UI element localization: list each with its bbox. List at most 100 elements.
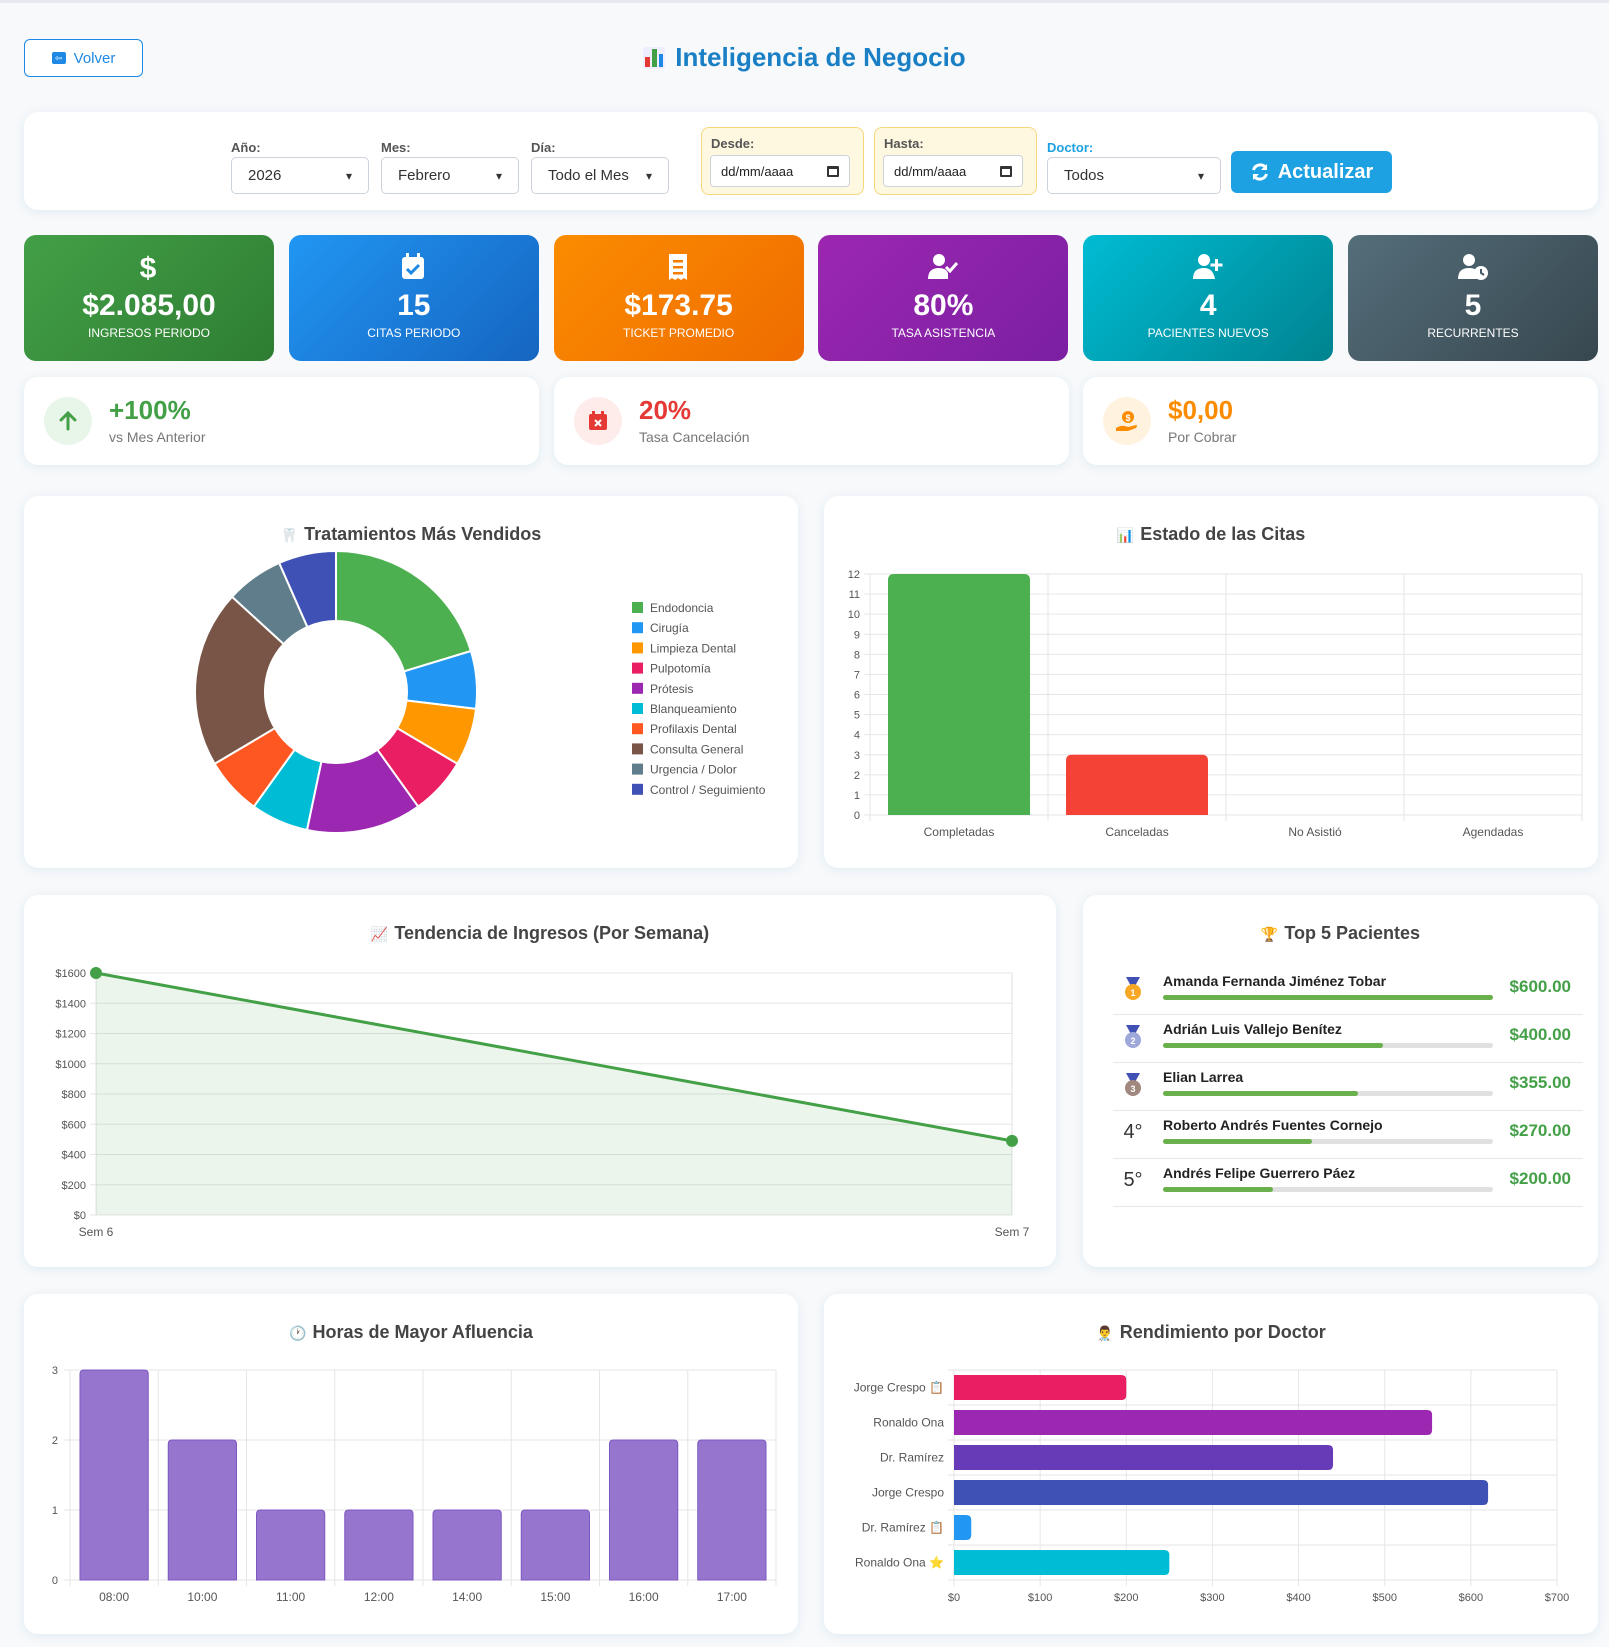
hour-bar[interactable] [79, 1369, 149, 1581]
back-button[interactable]: ⇦ Volver [24, 39, 143, 77]
legend-label[interactable]: Cirugía [650, 621, 689, 635]
trend-point[interactable] [90, 967, 102, 979]
doctor-bar[interactable] [954, 1480, 1489, 1505]
top-patient-row[interactable]: 3 Elian Larrea $355.00 [1113, 1063, 1583, 1111]
calendar-icon[interactable] [827, 165, 839, 177]
legend-swatch[interactable] [632, 662, 643, 674]
legend-swatch[interactable] [632, 622, 643, 634]
legend-label[interactable]: Urgencia / Dolor [650, 763, 737, 777]
patient-name: Roberto Andrés Fuentes Cornejo [1163, 1117, 1383, 1133]
donut-slice[interactable] [194, 595, 286, 766]
legend-swatch[interactable] [632, 682, 643, 694]
y-tick-label: 11 [849, 589, 860, 601]
top-patient-row[interactable]: 5° Andrés Felipe Guerrero Páez $200.00 [1113, 1159, 1583, 1207]
status-bar[interactable] [1066, 754, 1208, 815]
doctor-bar[interactable] [954, 1515, 972, 1540]
day-value: Todo el Mes [548, 167, 629, 184]
y-tick-label: Ronaldo Ona ⭐ [855, 1556, 944, 1570]
legend-swatch[interactable] [632, 642, 643, 654]
hour-bar[interactable] [167, 1439, 237, 1581]
legend-label[interactable]: Control / Seguimiento [650, 783, 766, 797]
stat-card-growth: +100% vs Mes Anterior [24, 377, 539, 465]
doctor-value: Todos [1064, 167, 1105, 184]
from-date-input[interactable]: dd/mm/aaaa [710, 155, 850, 187]
doctors-bar-chart: $0 $100 $200 $300 $400 $500 $600 $700 Jorge Cres… [854, 1369, 1569, 1604]
top-patients-title-wrap: 🏆 Top 5 Pacientes [1083, 923, 1598, 944]
clock-icon: 🕐 [289, 1325, 307, 1341]
trend-point[interactable] [1006, 1134, 1018, 1147]
legend-swatch[interactable] [632, 763, 643, 775]
month-select[interactable]: Febrero ▾ [381, 157, 519, 194]
patient-name: Elian Larrea [1163, 1069, 1244, 1085]
x-tick-label: Canceladas [1105, 825, 1168, 839]
back-button-label: Volver [73, 49, 116, 67]
y-tick-label: 1 [52, 1505, 58, 1517]
legend-label[interactable]: Consulta General [650, 742, 743, 756]
hour-bar[interactable] [697, 1439, 767, 1581]
legend-label[interactable]: Prótesis [650, 682, 693, 696]
x-tick-label: $700 [1545, 1592, 1569, 1604]
medal-icon: 1 [1119, 977, 1147, 1007]
to-date-input[interactable]: dd/mm/aaaa [883, 155, 1023, 187]
legend-label[interactable]: Pulpotomía [650, 662, 711, 676]
status-chart-title-wrap: 📊 Estado de las Citas [824, 524, 1598, 545]
doctor-bar[interactable] [954, 1445, 1334, 1470]
trend-chart-title: Tendencia de Ingresos (Por Semana) [394, 923, 710, 943]
calendar-check-icon [289, 251, 539, 283]
donut-slice[interactable] [277, 549, 337, 629]
y-tick-label: 8 [854, 649, 860, 661]
hour-bar[interactable] [609, 1439, 679, 1581]
patient-progress-track [1163, 1091, 1493, 1096]
y-tick-label: 3 [854, 750, 860, 762]
legend-swatch[interactable] [632, 703, 643, 714]
year-select[interactable]: 2026 ▾ [231, 157, 369, 194]
svg-text:$: $ [140, 252, 157, 283]
legend-swatch[interactable] [632, 783, 643, 795]
y-tick-label: 12 [848, 569, 860, 581]
donut-slice[interactable] [335, 549, 473, 673]
hour-bar[interactable] [520, 1509, 590, 1581]
legend-label[interactable]: Blanqueamiento [650, 702, 737, 716]
legend-label[interactable]: Endodoncia [650, 601, 714, 615]
top-patient-row[interactable]: 1 Amanda Fernanda Jiménez Tobar $600.00 [1113, 967, 1583, 1015]
legend-label[interactable]: Limpieza Dental [650, 641, 736, 655]
x-tick-label: 17:00 [717, 1590, 747, 1604]
doctor-icon: 👨‍⚕️ [1096, 1325, 1114, 1341]
day-select[interactable]: Todo el Mes ▾ [531, 157, 669, 194]
month-label: Mes: [381, 140, 411, 155]
calendar-icon[interactable] [1000, 165, 1012, 177]
bar-chart-icon: 📊 [1116, 527, 1135, 543]
x-tick-label: $600 [1459, 1592, 1483, 1604]
x-tick-label: Sem 7 [995, 1225, 1030, 1239]
kpi-label: INGRESOS PERIODO [87, 326, 211, 340]
kpi-value: 80% [913, 289, 974, 322]
hour-bar[interactable] [344, 1509, 414, 1581]
treatments-chart-card: 🦷 Tratamientos Más Vendidos Endodoncia Cir… [24, 496, 798, 868]
hour-bar[interactable] [256, 1509, 326, 1581]
kpi-label: TICKET PROMEDIO [623, 326, 735, 340]
y-tick-label: 9 [854, 629, 860, 641]
top-patient-row[interactable]: 4° Roberto Andrés Fuentes Cornejo $270.00 [1113, 1111, 1583, 1159]
y-tick-label: $200 [62, 1180, 86, 1192]
doctor-select[interactable]: Todos ▾ [1047, 157, 1221, 194]
hour-bar[interactable] [432, 1509, 502, 1581]
treatments-chart-title: Tratamientos Más Vendidos [304, 524, 542, 544]
update-button[interactable]: Actualizar [1231, 151, 1392, 193]
doctor-bar[interactable] [954, 1375, 1127, 1400]
legend-label[interactable]: Profilaxis Dental [650, 722, 737, 736]
y-tick-label: $1600 [55, 968, 86, 980]
legend-swatch[interactable] [632, 602, 643, 613]
kpi-label: TASA ASISTENCIA [891, 326, 996, 340]
x-tick-label: 11:00 [276, 1590, 305, 1604]
legend-swatch[interactable] [632, 723, 643, 735]
y-tick-label: 4 [854, 730, 860, 742]
hours-chart-card: 🕐 Horas de Mayor Afluencia 0 1 2 3 08:00 10:00… [24, 1294, 798, 1634]
doctor-bar[interactable] [954, 1410, 1433, 1435]
doctor-bar[interactable] [954, 1550, 1170, 1575]
receipt-icon [554, 251, 804, 283]
legend-swatch[interactable] [632, 743, 643, 755]
top-patient-row[interactable]: 2 Adrián Luis Vallejo Benítez $400.00 [1113, 1015, 1583, 1063]
status-bar[interactable] [888, 574, 1030, 815]
medal-icon: 3 [1119, 1073, 1147, 1103]
